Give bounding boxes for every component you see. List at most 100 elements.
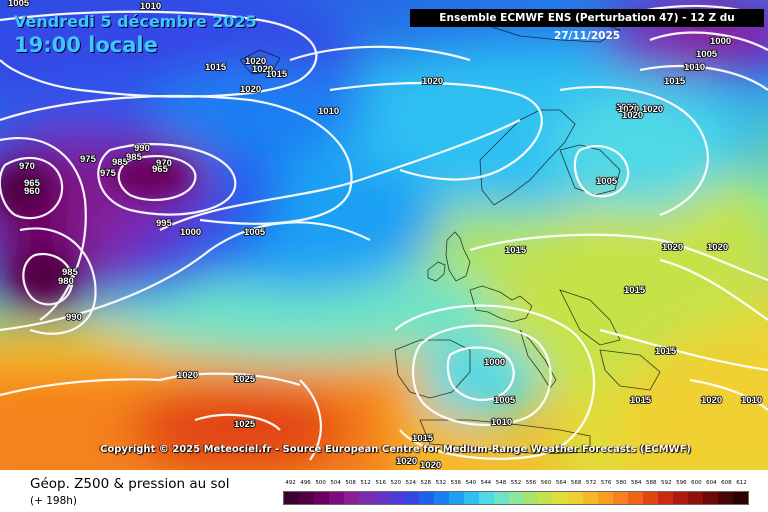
scale-swatch: [478, 492, 494, 504]
scale-tick: 588: [646, 480, 657, 486]
isobar-label: 1020: [177, 370, 198, 381]
scale-swatch: [284, 492, 299, 504]
isobar-labels: 1005 101010151020102010151020101010201020…: [7, 0, 763, 470]
scale-tick: 496: [300, 480, 311, 486]
scale-tick: 532: [435, 480, 447, 486]
isobar-label: 1020: [240, 84, 261, 95]
isobar-label: 1005: [244, 227, 266, 238]
isobar-label: 1015: [266, 69, 288, 80]
forecast-date: Vendredi 5 décembre 2025: [14, 12, 257, 31]
isobar-label: 960: [24, 186, 40, 197]
scale-swatch: [613, 492, 629, 504]
color-scale: 492 496 500 504 508 512 516 520 524 528 532 536 540 5…: [283, 480, 749, 506]
scale-tick: 492: [285, 480, 296, 486]
scale-tick: 540: [465, 480, 477, 486]
isobar-label: 1015: [630, 395, 652, 406]
scale-tick: 576: [600, 480, 612, 486]
isobar-label: 1000: [710, 36, 731, 47]
scale-swatch: [508, 492, 524, 504]
scale-tick: 564: [555, 480, 567, 486]
isobar-label: 1020: [662, 242, 683, 253]
scale-swatch: [403, 492, 419, 504]
scale-tick: 536: [450, 480, 462, 486]
geopotential-field: [0, 0, 768, 470]
scale-tick: 528: [420, 480, 432, 486]
scale-swatch: [418, 492, 434, 504]
isobar-label: 985: [126, 152, 143, 163]
scale-swatch: [583, 492, 599, 504]
isobar-label: 1010: [741, 395, 762, 406]
isobar-label: 1020: [396, 456, 417, 467]
isobar-label: 1020: [701, 395, 722, 406]
scale-swatch: [733, 492, 749, 504]
scale-tick: 508: [345, 480, 356, 486]
isobar-label: 1000: [484, 357, 505, 368]
scale-swatch: [328, 492, 344, 504]
scale-tick: 552: [510, 480, 522, 486]
scale-swatch: [553, 492, 569, 504]
isobar-label: 990: [66, 312, 82, 323]
scale-swatch: [673, 492, 689, 504]
isobar-label: 970: [19, 161, 35, 172]
scale-swatch: [703, 492, 719, 504]
scale-tick: 584: [630, 480, 642, 486]
scale-swatch: [358, 492, 374, 504]
isobar-label: 1015: [624, 285, 646, 296]
model-run-banner: Ensemble ECMWF ENS (Perturbation 47) - 1…: [410, 9, 764, 42]
scale-tick: 596: [676, 480, 687, 486]
forecast-local-time: 19:00 locale: [14, 33, 158, 57]
isobar-label: 995: [156, 218, 173, 229]
scale-swatch: [658, 492, 674, 504]
scale-tick: 608: [721, 480, 732, 486]
isobar-label: 1015: [505, 245, 527, 256]
legend-panel: Géop. Z500 & pression au sol (+ 198h) 49…: [0, 470, 768, 512]
scale-tick: 600: [691, 480, 702, 486]
scale-tick: 512: [360, 480, 371, 486]
isobar-label: 965: [24, 178, 41, 189]
isobar-label: 985: [112, 157, 129, 168]
isobar-label: 1020: [245, 56, 266, 67]
scale-tick: 604: [706, 480, 717, 486]
isobar-label: 1010: [318, 106, 339, 117]
isobar-label: 975: [80, 154, 97, 165]
isobar-label: 1025: [234, 419, 256, 430]
scale-swatch: [523, 492, 539, 504]
scale-swatch: [643, 492, 659, 504]
isobar-label: 1025: [234, 374, 256, 385]
isobar-label: 1005: [8, 0, 30, 9]
isobar-label: 1020: [707, 242, 728, 253]
scale-tick: 544: [480, 480, 492, 486]
scale-tick: 556: [525, 480, 537, 486]
map-canvas: 1005 101010151020102010151020101010201020…: [0, 0, 768, 470]
scale-tick: 548: [495, 480, 507, 486]
isobar-label: 1010: [684, 62, 705, 73]
scale-tick: 580: [615, 480, 627, 486]
isobar-label: 1005: [696, 49, 718, 60]
copyright-notice: Copyright © 2025 Meteociel.fr - Source E…: [100, 444, 691, 455]
color-scale-ticks: 492 496 500 504 508 512 516 520 524 528 532 536 540 5…: [283, 480, 749, 490]
scale-swatch: [538, 492, 554, 504]
forecast-map: 1005 1010 1015 1020 1020 1015 1020 1010 1020 1020…: [0, 0, 768, 470]
isobar-label: 975: [100, 168, 117, 179]
isobar-label: 990: [134, 143, 150, 154]
isobar-label: 1020: [422, 76, 443, 87]
scale-tick: 612: [736, 480, 747, 486]
scale-swatch: [598, 492, 614, 504]
scale-tick: 500: [315, 480, 326, 486]
isobar-label: 1015: [655, 346, 677, 357]
isobar-label: 1020: [616, 102, 637, 113]
scale-tick: 560: [540, 480, 552, 486]
scale-tick: 572: [585, 480, 597, 486]
isobar-label: 1005: [494, 395, 516, 406]
isobar-label: 1020: [622, 110, 643, 121]
scale-tick: 504: [330, 480, 341, 486]
scale-tick: 568: [570, 480, 582, 486]
scale-swatch: [343, 492, 359, 504]
scale-swatch: [718, 492, 734, 504]
scale-tick: 592: [661, 480, 672, 486]
color-scale-swatches: [283, 491, 749, 505]
isobar-label: 1015: [205, 62, 227, 73]
scale-swatch: [388, 492, 404, 504]
scale-swatch: [313, 492, 329, 504]
isobar-label: 1005: [596, 176, 618, 187]
